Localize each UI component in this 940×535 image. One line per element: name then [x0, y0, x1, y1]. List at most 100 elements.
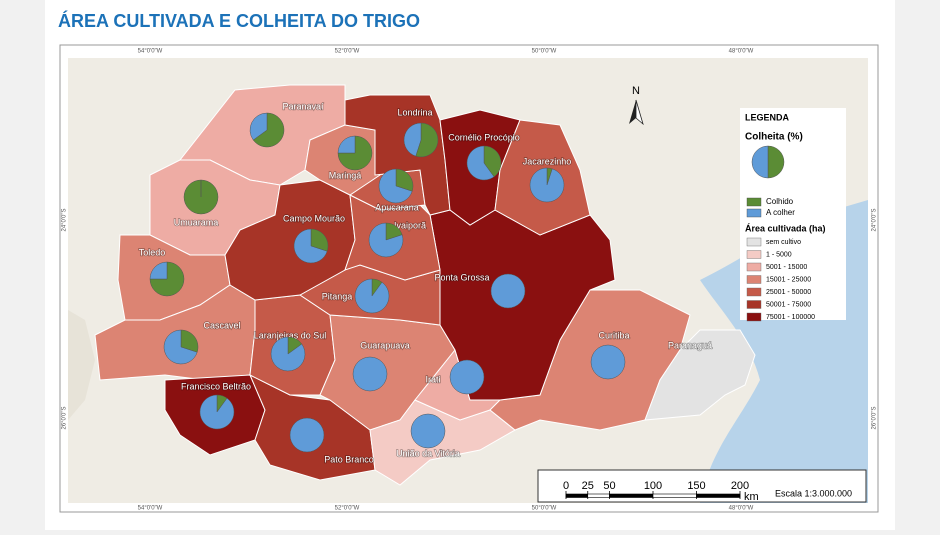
legend-swatch — [746, 250, 762, 259]
region-label: Apucarana — [375, 202, 419, 212]
legend-label: sem cultivo — [766, 239, 801, 246]
north-label: N — [632, 85, 640, 97]
pie-slice — [415, 122, 439, 158]
legend-swatch — [746, 197, 762, 207]
pie-slice — [293, 228, 328, 264]
pies — [149, 112, 626, 453]
region-labels: Paranavaí Umuarama Toledo Cascavel Francisco… — [138, 101, 713, 466]
region-label: União da Vitória — [396, 448, 460, 458]
region-label: Cascavel — [203, 320, 240, 330]
graticule-label: 50°0'0"W — [532, 506, 557, 512]
region-label: Curitiba — [598, 330, 629, 340]
legend-label: 5001 - 15000 — [766, 264, 807, 271]
region-label: Guarapuava — [360, 340, 410, 350]
pie-slice — [149, 261, 168, 280]
legend-label: 50001 - 75000 — [766, 301, 811, 308]
region-label: Ivaiporã — [394, 220, 426, 230]
legend-label: 25001 - 50000 — [766, 289, 811, 296]
legend-swatch — [746, 275, 762, 284]
scale-tick-label: 100 — [644, 480, 662, 492]
pie-slice — [466, 145, 495, 181]
legend-pie — [751, 145, 769, 179]
scale-label: Escala 1:3.000.000 — [775, 488, 852, 498]
pie-slice — [483, 145, 502, 178]
legend-swatch — [746, 237, 762, 247]
region-label: Londrina — [397, 107, 432, 117]
scale-segment — [587, 493, 610, 498]
pie-slice — [378, 168, 413, 204]
pie-slice — [249, 112, 268, 141]
legend-pie-title: Colheita (%) — [745, 132, 803, 143]
pie-slice — [529, 167, 565, 203]
scale-segment — [696, 493, 741, 498]
legend-label: Colhido — [766, 197, 794, 206]
pie-slice — [337, 135, 356, 154]
region-label: Maringá — [329, 170, 362, 180]
region-label: Paranaguá — [668, 340, 712, 350]
region-label: Pitanga — [322, 291, 353, 301]
legend-swatch — [746, 208, 762, 218]
pie-slice — [352, 356, 388, 392]
scale-segment — [565, 493, 589, 498]
region-label: Laranjeiras do Sul — [254, 330, 327, 340]
legend-label: 15001 - 25000 — [766, 276, 811, 283]
scale-segment — [652, 493, 697, 498]
graticule-label: 52°0'0"W — [335, 49, 360, 55]
pie-slice — [590, 344, 626, 380]
legend-swatch — [746, 287, 762, 297]
region-label: Umuarama — [174, 217, 219, 227]
graticule-label: 54°0'0"W — [138, 49, 163, 55]
region-label: Paranavaí — [282, 101, 324, 111]
pie-slice — [403, 122, 422, 157]
legend-area-title: Área cultivada (ha) — [745, 223, 826, 233]
neighbor-land — [68, 310, 95, 420]
region-label: Campo Mourão — [283, 213, 345, 223]
graticule-label: 48°0'0"W — [729, 506, 754, 512]
pie-slice — [395, 168, 414, 192]
legend-swatch — [746, 262, 762, 272]
graticule-label: 26°0'0"S — [62, 406, 68, 429]
graticule-label: 54°0'0"W — [138, 506, 163, 512]
region — [344, 85, 451, 216]
graticule-label: 24°0'0"S — [62, 208, 68, 231]
north-arrow-right — [635, 99, 644, 126]
title: ÁREA CULTIVADA E COLHEITA DO TRIGO — [58, 10, 420, 31]
scale-tick-label: 0 — [563, 480, 569, 492]
north-arrow: N — [629, 85, 644, 126]
legend-swatch — [746, 300, 762, 309]
pie-slice — [199, 394, 235, 430]
graticule-label: 24°0'0"S — [872, 208, 878, 231]
pie-slice — [449, 359, 485, 395]
pie-slice — [270, 336, 306, 372]
scale-tick-label: 25 — [582, 480, 594, 492]
pie-slice — [180, 329, 199, 353]
legend-title: LEGENDA — [745, 112, 790, 122]
legend-pie — [767, 145, 785, 179]
scale-segment — [609, 493, 654, 498]
legend: LEGENDA Colheita (%) Colhido A colher Área c… — [740, 108, 846, 322]
pie-slice — [490, 273, 526, 309]
pie-slice — [163, 329, 198, 365]
graticule-label: 48°0'0"W — [729, 49, 754, 55]
region-label: Cornélio Procópio — [448, 132, 520, 142]
region-label: Ponta Grossa — [434, 272, 489, 282]
pie-slice — [354, 278, 390, 314]
region-label: Pato Branco — [324, 454, 374, 464]
legend-label: 1 - 5000 — [766, 251, 792, 258]
scale-tick-label: 200 — [731, 480, 749, 492]
pie-slice — [252, 112, 285, 148]
legend-label: A colher — [766, 208, 795, 217]
north-arrow-left — [629, 100, 636, 124]
region-label: Toledo — [139, 247, 166, 257]
region-label: Francisco Beltrão — [181, 381, 251, 391]
region-label: Irati — [425, 374, 440, 384]
region — [644, 329, 756, 421]
graticule-label: 52°0'0"W — [335, 506, 360, 512]
scale-tick-label: 150 — [687, 480, 705, 492]
pie-slice — [368, 222, 404, 258]
legend-label: 75001 - 100000 — [766, 314, 815, 321]
legend-swatch — [746, 312, 762, 322]
